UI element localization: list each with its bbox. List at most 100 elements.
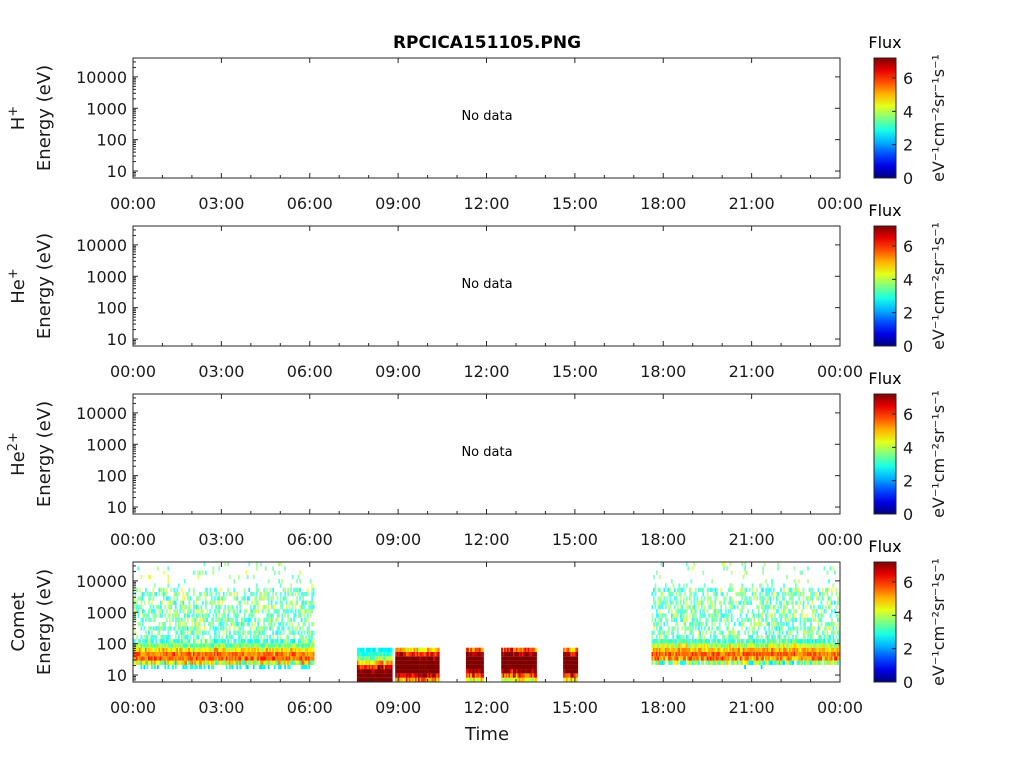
flux-cell (240, 596, 243, 601)
flux-cell (810, 634, 812, 640)
flux-cell (377, 652, 380, 657)
flux-cell (227, 639, 230, 644)
y-tick-label: 1000 (86, 99, 127, 118)
flux-cell (798, 604, 800, 610)
flux-cell (185, 592, 188, 597)
flux-cell (306, 643, 309, 648)
flux-cell (358, 664, 361, 670)
flux-cell (261, 656, 264, 661)
flux-cell (269, 634, 272, 640)
flux-cell (678, 587, 681, 592)
x-tick-label: 21:00 (729, 194, 775, 213)
flux-cell (204, 639, 207, 644)
flux-cell (288, 626, 291, 631)
flux-cell (258, 664, 261, 670)
flux-cell (653, 647, 655, 652)
flux-cell (142, 622, 144, 627)
flux-cell (192, 570, 195, 575)
flux-cell (267, 592, 270, 597)
flux-cell (240, 656, 243, 661)
flux-cell (160, 604, 162, 610)
flux-cell (273, 660, 276, 665)
flux-cell (249, 660, 252, 665)
flux-cell (831, 587, 833, 592)
flux-cell (720, 647, 723, 652)
flux-cell (754, 622, 757, 627)
flux-cell (300, 592, 303, 597)
flux-cell (763, 609, 766, 614)
flux-cell (796, 600, 799, 605)
flux-cell (225, 643, 228, 648)
flux-cell (210, 639, 213, 644)
flux-cell (194, 656, 197, 661)
flux-cell (149, 609, 152, 614)
flux-cell (687, 647, 690, 652)
flux-cell (835, 604, 838, 610)
flux-cell (535, 669, 537, 674)
flux-cell (197, 643, 200, 648)
flux-cell (790, 592, 793, 597)
flux-cell (688, 626, 691, 631)
flux-cell (751, 630, 754, 635)
flux-cell (685, 583, 688, 588)
colorbar-tick-label: 6 (903, 69, 913, 88)
flux-cell (774, 604, 776, 610)
flux-cell (766, 622, 769, 627)
flux-cell (284, 639, 286, 644)
flux-cell (681, 613, 684, 618)
flux-cell (218, 604, 221, 610)
flux-cell (479, 652, 481, 657)
flux-cell (182, 630, 185, 635)
flux-cell (171, 617, 174, 622)
y-tick-label: 10 (107, 162, 127, 181)
flux-cell (819, 604, 821, 610)
flux-cell (255, 656, 258, 661)
flux-cell (200, 639, 203, 644)
flux-cell (780, 652, 782, 657)
flux-cell (691, 660, 694, 665)
flux-cell (660, 592, 663, 597)
no-data-text: No data (461, 109, 512, 124)
flux-cell (504, 652, 506, 657)
flux-cell (195, 617, 198, 622)
flux-cell (287, 647, 289, 652)
flux-cell (221, 660, 224, 665)
flux-cell (768, 622, 770, 627)
flux-cell (690, 643, 693, 648)
flux-cell (246, 656, 249, 661)
flux-cell (513, 669, 515, 674)
flux-cell (361, 673, 364, 678)
flux-cell (697, 600, 700, 605)
flux-cell (233, 587, 236, 592)
flux-cell (711, 579, 714, 584)
flux-cell (573, 669, 576, 674)
flux-cell (688, 613, 691, 618)
flux-cell (504, 660, 506, 665)
flux-cell (160, 587, 162, 592)
flux-cell (507, 656, 509, 661)
flux-cell (198, 570, 201, 575)
flux-cell (255, 626, 258, 631)
flux-cell (200, 660, 203, 665)
flux-cell (183, 626, 186, 631)
flux-cell (170, 604, 173, 610)
flux-cell (285, 634, 288, 640)
flux-cell (819, 652, 821, 657)
flux-cell (272, 639, 274, 644)
flux-cell (514, 673, 517, 678)
flux-cell (239, 634, 242, 640)
flux-cell (399, 660, 402, 665)
flux-cell (194, 626, 197, 631)
flux-cell (267, 596, 270, 601)
flux-cell (787, 587, 790, 592)
flux-cell (405, 677, 408, 682)
colorbar-tick-label: 4 (903, 270, 913, 289)
flux-cell (810, 656, 812, 661)
flux-cell (197, 622, 200, 627)
flux-cell (379, 660, 381, 665)
flux-cell (654, 647, 657, 652)
flux-cell (811, 639, 814, 644)
flux-cell (513, 673, 515, 678)
flux-cell (151, 592, 153, 597)
flux-cell (311, 587, 313, 592)
